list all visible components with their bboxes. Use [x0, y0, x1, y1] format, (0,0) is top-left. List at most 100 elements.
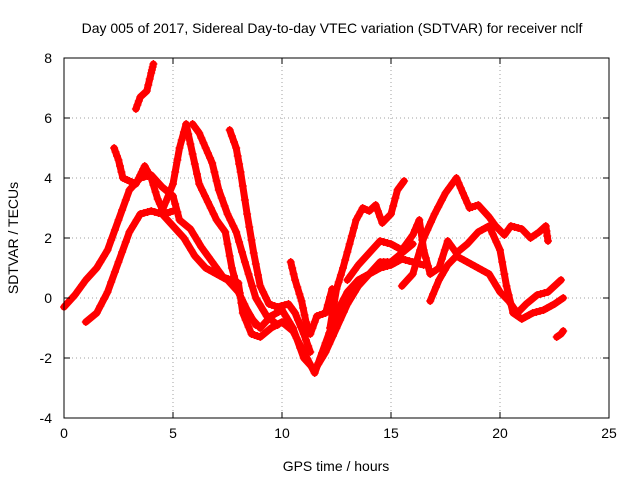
data-point: [365, 249, 374, 257]
data-point: [201, 248, 209, 256]
data-point: [186, 140, 195, 148]
data-point: [415, 216, 424, 224]
data-point: [437, 196, 446, 204]
data-point: [220, 202, 229, 210]
data-point: [281, 312, 290, 320]
data-point: [440, 266, 449, 274]
data-point: [240, 300, 249, 308]
data-point: [244, 270, 253, 278]
data-point: [336, 316, 345, 324]
data-point: [96, 258, 105, 266]
data-point: [113, 152, 121, 160]
data-point: [423, 226, 432, 234]
data-point: [74, 286, 83, 294]
data-point: [169, 222, 177, 230]
data-point: [195, 129, 204, 137]
data-point: [247, 236, 256, 244]
data-point: [78, 281, 87, 289]
data-point: [188, 150, 197, 158]
data-point: [246, 311, 254, 319]
data-point: [161, 198, 170, 206]
data-point: [184, 130, 193, 138]
data-point: [506, 222, 515, 230]
data-point: [452, 252, 461, 260]
data-point: [391, 194, 400, 202]
data-point: [424, 262, 433, 270]
data-point: [173, 156, 182, 164]
data-point: [150, 208, 159, 216]
data-point: [387, 210, 395, 218]
data-point: [461, 194, 470, 202]
data-point: [223, 210, 232, 218]
data-point: [267, 324, 276, 332]
data-point: [412, 258, 421, 266]
data-point: [458, 189, 467, 197]
y-tick-label: -4: [40, 410, 53, 426]
x-tick-label: 5: [169, 425, 177, 441]
data-point: [328, 311, 337, 319]
data-point: [230, 138, 238, 146]
data-point: [96, 302, 105, 310]
data-point: [193, 237, 202, 245]
data-point: [288, 264, 297, 272]
data-point: [110, 268, 119, 276]
data-point: [67, 295, 76, 303]
data-point: [429, 290, 438, 298]
data-point: [401, 278, 410, 286]
data-point: [539, 306, 548, 314]
data-point: [81, 276, 90, 284]
data-point: [158, 207, 167, 215]
data-point: [232, 144, 241, 152]
data-point: [236, 168, 245, 176]
data-point: [100, 295, 108, 303]
data-point: [85, 272, 94, 280]
data-point: [302, 318, 310, 326]
data-point: [383, 239, 392, 247]
data-point: [542, 227, 551, 235]
data-point: [334, 278, 343, 286]
data-point: [368, 266, 377, 274]
y-tick-label: 0: [44, 290, 52, 306]
data-point: [405, 257, 414, 265]
data-point: [321, 309, 330, 317]
data-point: [238, 248, 246, 256]
data-point: [110, 226, 119, 234]
data-point: [376, 237, 385, 245]
data-point: [332, 285, 341, 293]
data-point: [208, 258, 217, 266]
data-point: [365, 270, 374, 278]
data-point: [206, 204, 215, 212]
data-point: [419, 234, 428, 242]
data-point: [339, 264, 347, 272]
data-point: [256, 282, 265, 290]
data-point: [543, 304, 552, 312]
data-point: [190, 231, 199, 239]
data-point: [223, 276, 232, 284]
data-point: [238, 182, 247, 190]
data-point: [153, 195, 162, 203]
data-point: [394, 244, 403, 252]
x-axis-tick-labels: 0 5 10 15 20 25: [60, 425, 617, 441]
data-point: [131, 105, 140, 113]
data-point: [133, 101, 142, 109]
data-point: [179, 128, 188, 136]
data-point: [557, 329, 566, 337]
data-point: [302, 336, 310, 344]
data-point: [441, 189, 450, 197]
x-tick-label: 25: [601, 425, 617, 441]
data-point: [225, 252, 234, 260]
data-point: [235, 160, 244, 168]
data-point: [297, 297, 306, 305]
data-point: [175, 144, 184, 152]
data-point: [107, 236, 116, 244]
data-point: [296, 344, 305, 352]
data-point: [243, 210, 252, 218]
data-point: [559, 327, 568, 335]
data-point: [233, 152, 242, 160]
data-point: [145, 75, 154, 83]
data-point: [296, 323, 305, 331]
y-tick-label: 8: [44, 50, 52, 66]
data-point: [408, 231, 417, 239]
data-point: [234, 288, 243, 296]
data-point: [546, 302, 555, 310]
